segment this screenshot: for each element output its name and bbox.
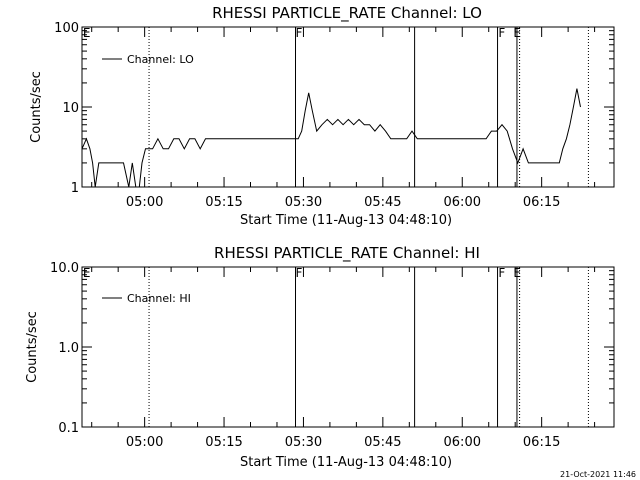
event-annotation: F xyxy=(498,266,505,280)
x-tick-label: 05:30 xyxy=(285,195,322,210)
x-tick-label: 05:15 xyxy=(205,195,242,210)
y-tick-label: 0.1 xyxy=(58,421,79,436)
x-tick-label: 05:45 xyxy=(364,435,401,450)
x-tick-label: 06:00 xyxy=(444,195,481,210)
x-tick-label: 05:45 xyxy=(364,195,401,210)
x-tick-label: 06:15 xyxy=(523,195,560,210)
y-tick-label: 10.0 xyxy=(50,261,79,276)
y-tick-label: 1.0 xyxy=(58,341,79,356)
hi-y-axis-label: Counts/sec xyxy=(25,311,40,383)
lo-legend-label: Channel: LO xyxy=(127,53,194,66)
y-tick-label: 100 xyxy=(54,21,79,36)
lo-event-lines xyxy=(148,27,589,187)
event-annotation: F xyxy=(296,266,303,280)
event-annotation: E xyxy=(513,26,521,40)
lo-y-axis-ticks: 1 10 100 xyxy=(54,21,614,196)
hi-event-lines xyxy=(148,267,589,427)
event-annotation: E xyxy=(513,266,521,280)
x-tick-label: 05:30 xyxy=(285,435,322,450)
lo-channel-panel: RHESSI PARTICLE_RATE Channel: LO 05:00 05… xyxy=(29,4,615,228)
hi-legend-label: Channel: HI xyxy=(127,292,191,305)
x-tick-label: 05:00 xyxy=(126,195,163,210)
event-annotation: F xyxy=(296,26,303,40)
x-tick-label: 05:15 xyxy=(205,435,242,450)
hi-x-axis-ticks: 05:00 05:15 05:30 05:45 06:00 06:15 xyxy=(91,267,596,450)
x-tick-label: 06:15 xyxy=(523,435,560,450)
event-annotation: F xyxy=(498,26,505,40)
hi-chart-title: RHESSI PARTICLE_RATE Channel: HI xyxy=(214,244,480,263)
hi-x-axis-label: Start Time (11-Aug-13 04:48:10) xyxy=(240,455,452,470)
x-tick-label: 05:00 xyxy=(126,435,163,450)
y-tick-label: 1 xyxy=(71,181,79,196)
hi-y-axis-ticks: 0.1 1.0 10.0 xyxy=(50,261,614,436)
lo-chart-title: RHESSI PARTICLE_RATE Channel: LO xyxy=(212,4,482,23)
x-tick-label: 06:00 xyxy=(444,435,481,450)
footer-timestamp: 21-Oct-2021 11:46 xyxy=(560,470,636,479)
event-annotation: E xyxy=(83,26,91,40)
series-line-0 xyxy=(81,88,581,188)
hi-channel-panel: RHESSI PARTICLE_RATE Channel: HI 05:00 05… xyxy=(25,244,615,470)
lo-x-axis-label: Start Time (11-Aug-13 04:48:10) xyxy=(240,213,452,228)
lo-series-group xyxy=(81,88,581,188)
lo-y-axis-label: Counts/sec xyxy=(29,71,44,143)
y-tick-label: 10 xyxy=(62,101,79,116)
lo-x-axis-ticks: 05:00 05:15 05:30 05:45 06:00 06:15 xyxy=(91,27,596,210)
event-annotation: E xyxy=(83,266,91,280)
